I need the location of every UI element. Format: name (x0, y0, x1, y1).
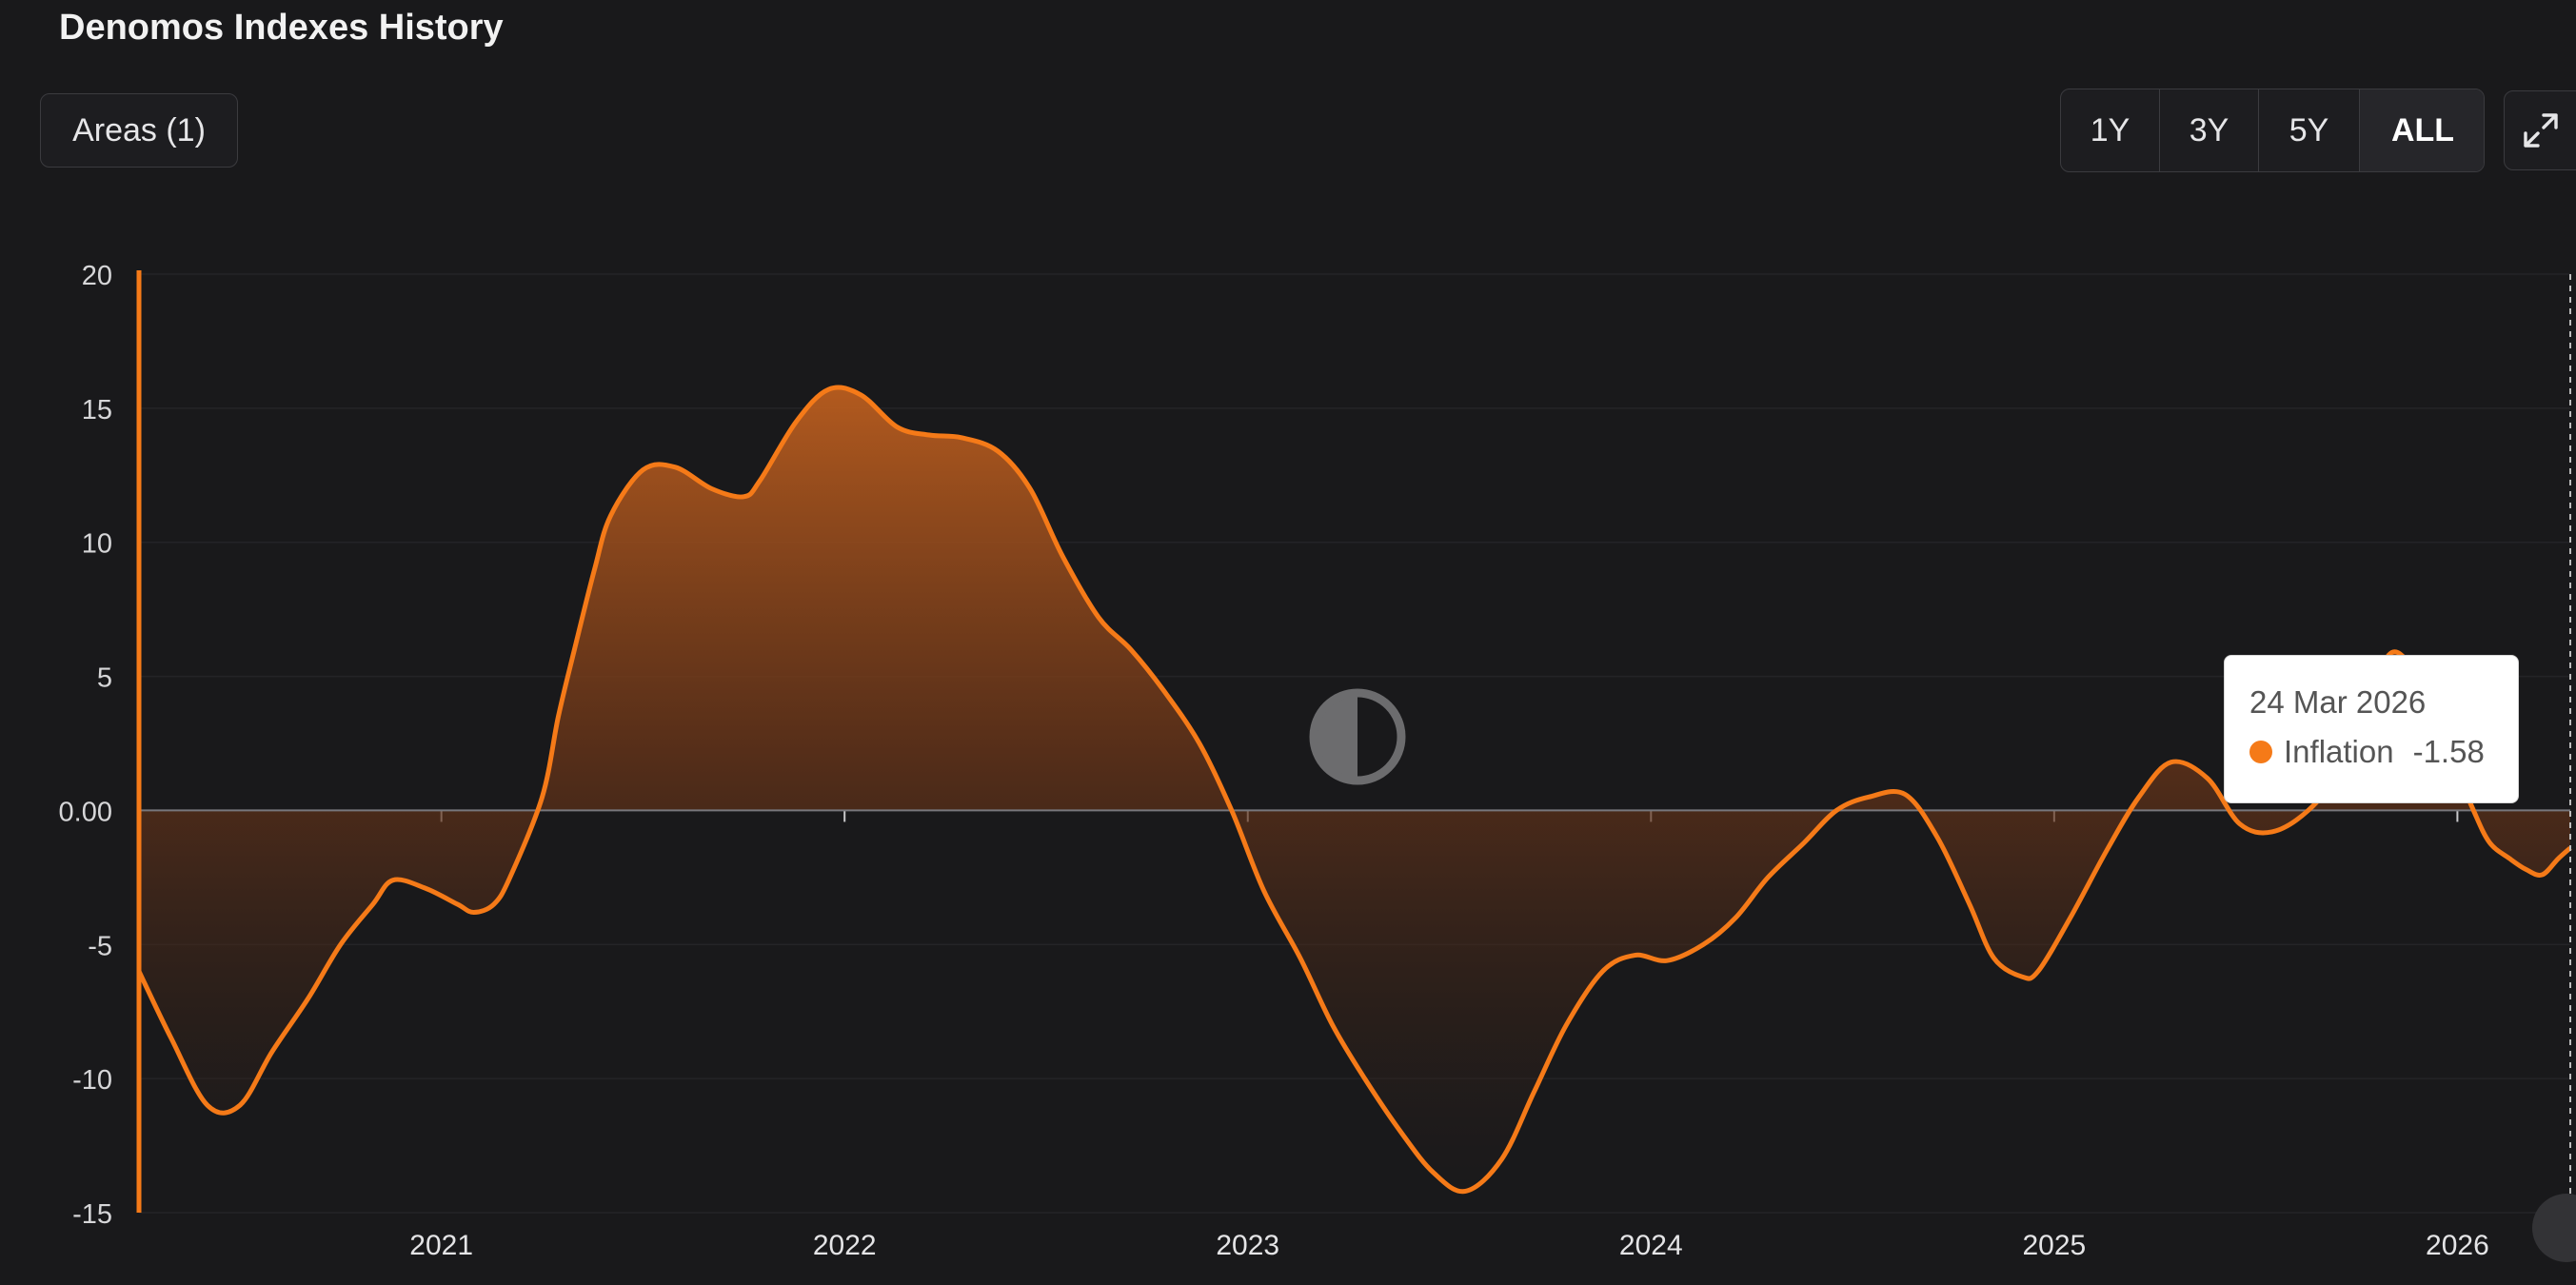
y-tick-label: 15 (82, 395, 112, 425)
inflation-area (139, 387, 2570, 1192)
y-tick-label: -10 (72, 1065, 112, 1096)
y-tick-label: 0.00 (59, 797, 112, 827)
x-tick-label: 2026 (2426, 1230, 2489, 1261)
scroll-handle[interactable] (2532, 1194, 2576, 1262)
page-title: Denomos Indexes History (59, 8, 504, 48)
tooltip-series-value: -1.58 (2412, 734, 2485, 769)
expand-icon (2524, 113, 2558, 148)
y-tick-label: 10 (82, 529, 112, 560)
range-selector: 1Y 3Y 5Y ALL (2060, 89, 2485, 172)
range-5y-button[interactable]: 5Y (2259, 89, 2360, 171)
range-3y-button[interactable]: 3Y (2160, 89, 2259, 171)
y-tick-label: 20 (82, 261, 112, 291)
y-tick-label: -15 (72, 1199, 112, 1230)
x-tick-label: 2025 (2022, 1230, 2086, 1261)
loading-indicator (1309, 688, 1406, 785)
expand-button[interactable] (2504, 90, 2576, 170)
y-tick-label: -5 (88, 931, 112, 961)
series-color-dot (2249, 741, 2272, 763)
x-tick-label: 2023 (1216, 1230, 1279, 1261)
x-tick-label: 2024 (1619, 1230, 1683, 1261)
areas-button[interactable]: Areas (1) (40, 93, 238, 168)
chart-tooltip: 24 Mar 2026 Inflation -1.58 (2224, 655, 2519, 803)
x-tick-label: 2021 (409, 1230, 473, 1261)
inflation-series-line (136, 385, 2572, 1195)
range-all-button[interactable]: ALL (2360, 89, 2484, 171)
y-tick-label: 5 (97, 663, 112, 694)
tooltip-date: 24 Mar 2026 (2249, 684, 2427, 720)
x-tick-label: 2022 (813, 1230, 877, 1261)
tooltip-series-name: Inflation (2284, 734, 2394, 769)
range-1y-button[interactable]: 1Y (2061, 89, 2160, 171)
